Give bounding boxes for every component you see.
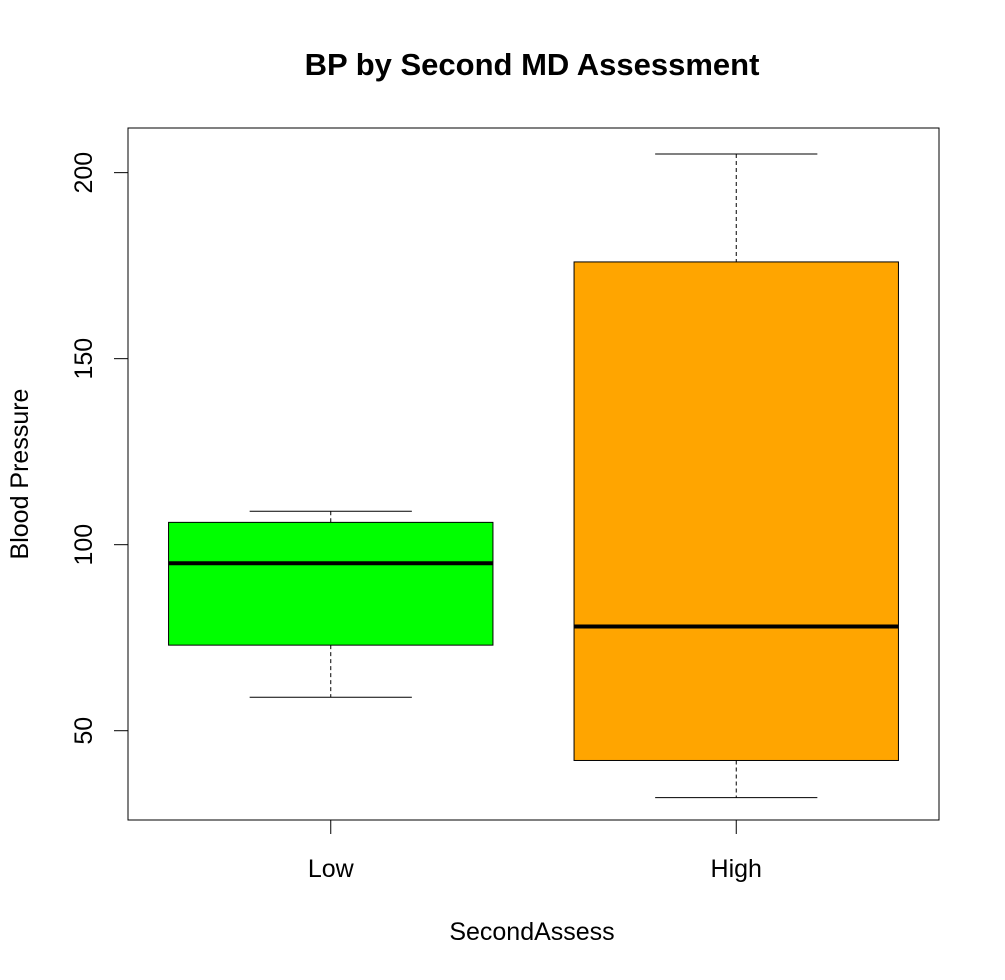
y-tick-label: 150 bbox=[70, 338, 98, 380]
box-high bbox=[573, 261, 899, 761]
box-group-high bbox=[573, 153, 899, 799]
y-tick-label: 200 bbox=[70, 152, 98, 194]
boxes-layer bbox=[168, 153, 899, 799]
box-group-low bbox=[168, 510, 494, 698]
x-axis-label: SecondAssess bbox=[449, 918, 614, 946]
y-tick-label: 100 bbox=[70, 524, 98, 566]
y-axis-label: Blood Pressure bbox=[6, 389, 34, 560]
x-tick-label: High bbox=[711, 855, 762, 883]
x-tick-label: Low bbox=[308, 855, 355, 883]
y-tick-label: 50 bbox=[70, 717, 98, 745]
x-axis: Low High bbox=[308, 819, 762, 883]
y-axis: 50 100 150 200 bbox=[70, 152, 129, 745]
box-low bbox=[168, 521, 494, 646]
chart-title: BP by Second MD Assessment bbox=[305, 47, 760, 82]
